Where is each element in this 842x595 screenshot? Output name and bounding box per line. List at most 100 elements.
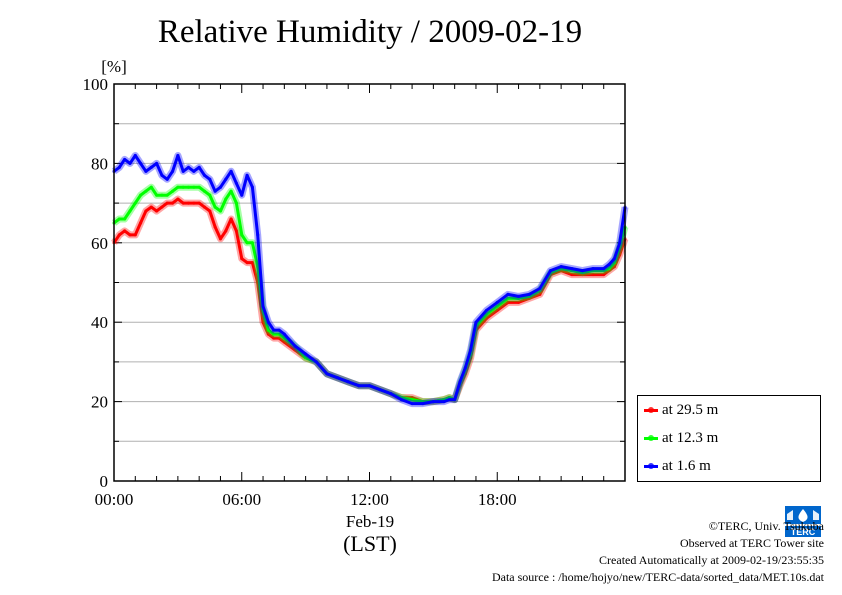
data-point	[591, 267, 595, 271]
chart-title: Relative Humidity / 2009-02-19	[157, 14, 583, 50]
data-point	[245, 173, 249, 177]
data-point	[234, 201, 239, 205]
data-point	[240, 193, 244, 197]
series-line-0	[112, 197, 627, 404]
data-point	[160, 173, 164, 177]
data-point	[538, 292, 542, 297]
data-point	[277, 328, 281, 332]
data-point	[612, 257, 616, 261]
data-point	[431, 400, 435, 404]
data-point	[170, 189, 175, 193]
data-point	[149, 165, 153, 169]
data-point	[181, 169, 185, 173]
data-point	[197, 185, 201, 189]
data-point	[117, 165, 121, 169]
data-point	[250, 185, 254, 189]
data-point	[453, 398, 457, 402]
data-point	[234, 181, 239, 185]
legend-item-1-6m: at 1.6 m	[644, 455, 711, 477]
data-point	[506, 300, 510, 304]
data-point	[224, 177, 228, 181]
legend-swatch-blue-icon	[644, 462, 658, 469]
data-point	[245, 241, 249, 245]
y-tick-label: 60	[91, 234, 108, 253]
legend: at 29.5 m at 12.3 m at 1.6 m	[637, 395, 821, 482]
grid	[114, 123, 625, 442]
data-point	[458, 380, 462, 384]
data-point	[602, 272, 606, 277]
data-point	[144, 209, 148, 213]
data-point	[229, 189, 233, 193]
data-point	[506, 292, 510, 297]
data-point	[527, 292, 531, 297]
data-point	[213, 205, 217, 209]
data-point	[192, 201, 196, 205]
data-point	[224, 197, 228, 201]
data-point	[165, 201, 169, 205]
data-point	[469, 348, 473, 352]
data-point	[506, 296, 510, 300]
logo-text: TERC	[791, 527, 816, 537]
data-point	[181, 201, 185, 205]
data-point	[442, 400, 446, 404]
data-point	[346, 380, 350, 384]
data-point	[149, 205, 153, 209]
data-point	[410, 401, 414, 406]
y-tick-label: 20	[91, 393, 108, 412]
data-point	[218, 209, 223, 213]
data-point	[618, 241, 622, 245]
series-line-2	[113, 154, 627, 406]
x-axis-date-label: Feb-19	[345, 512, 395, 531]
data-point	[580, 268, 585, 273]
data-point	[133, 153, 137, 158]
data-point	[213, 189, 217, 193]
data-point	[197, 201, 201, 205]
data-point	[357, 384, 361, 388]
data-point	[421, 401, 425, 406]
created-text: Created Automatically at 2009-02-19/23:5…	[599, 553, 824, 567]
data-point	[463, 366, 467, 370]
data-point	[197, 165, 201, 169]
data-point	[282, 336, 286, 340]
legend-item-29-5m: at 29.5 m	[644, 399, 718, 421]
data-point	[272, 336, 276, 340]
legend-label: at 29.5 m	[662, 401, 719, 418]
data-point	[208, 193, 212, 197]
y-axis-label: [%]	[101, 57, 126, 76]
legend-item-12-3m: at 12.3 m	[644, 427, 718, 449]
x-tick-label: 00:00	[95, 490, 134, 509]
data-point	[548, 268, 553, 273]
data-point	[266, 320, 270, 324]
data-point	[154, 209, 159, 213]
legend-swatch-red-icon	[644, 406, 658, 413]
data-point	[367, 384, 372, 388]
data-point	[495, 304, 499, 308]
data-point	[378, 388, 382, 392]
x-tick-label: 18:00	[478, 490, 517, 509]
legend-swatch-green-icon	[644, 434, 658, 441]
data-point	[516, 294, 521, 298]
data-point	[607, 263, 611, 267]
data-point	[224, 229, 228, 233]
series-group	[111, 152, 629, 408]
data-point	[314, 360, 318, 364]
data-point	[160, 205, 164, 209]
data-point	[250, 261, 254, 265]
data-point	[495, 308, 499, 312]
data-point	[186, 165, 191, 169]
data-point	[240, 257, 244, 261]
data-point	[234, 229, 239, 233]
data-point	[154, 193, 159, 197]
data-source-text: Data source : /home/hojyo/new/TERC-data/…	[491, 570, 824, 584]
data-point	[202, 205, 207, 209]
series-line-1	[113, 185, 627, 404]
data-point	[165, 177, 169, 181]
data-point	[202, 173, 207, 177]
data-point	[250, 241, 254, 245]
data-point	[293, 348, 297, 352]
data-point	[240, 233, 244, 237]
data-point	[123, 157, 127, 162]
data-point	[139, 221, 143, 225]
data-point	[256, 233, 260, 237]
